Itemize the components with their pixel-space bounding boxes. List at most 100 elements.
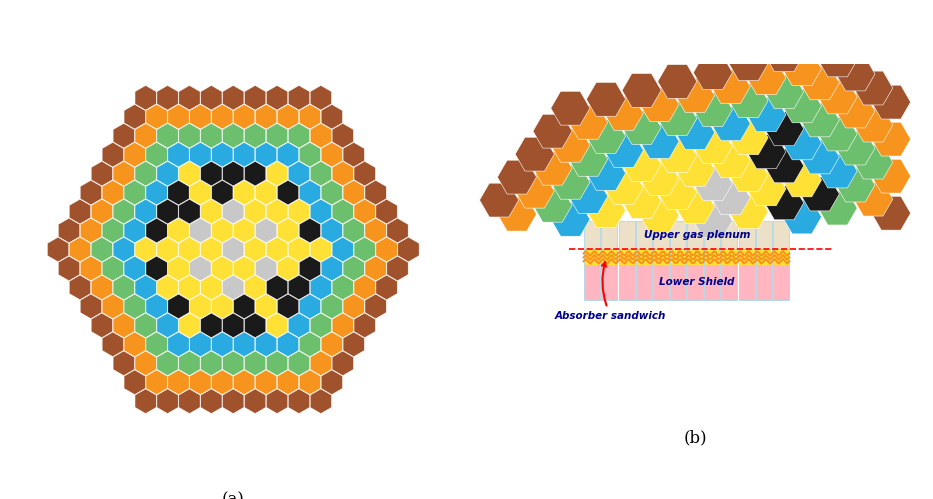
Polygon shape <box>675 190 715 224</box>
Polygon shape <box>533 188 572 222</box>
Polygon shape <box>256 104 277 129</box>
Polygon shape <box>135 199 156 224</box>
Polygon shape <box>801 66 840 100</box>
Polygon shape <box>783 126 822 160</box>
Polygon shape <box>640 87 679 121</box>
Polygon shape <box>299 218 321 243</box>
Polygon shape <box>658 176 697 210</box>
Polygon shape <box>189 294 211 319</box>
Polygon shape <box>267 275 287 300</box>
Text: Absorber sandwich: Absorber sandwich <box>555 262 666 321</box>
Polygon shape <box>658 139 697 173</box>
Polygon shape <box>168 218 189 243</box>
Polygon shape <box>321 370 342 395</box>
Polygon shape <box>783 89 822 123</box>
Polygon shape <box>244 275 266 300</box>
Polygon shape <box>288 389 310 414</box>
Polygon shape <box>801 140 840 174</box>
Polygon shape <box>332 351 354 376</box>
Polygon shape <box>854 182 893 216</box>
Text: Lower Shield: Lower Shield <box>659 277 734 287</box>
Polygon shape <box>343 142 364 167</box>
Polygon shape <box>587 119 625 153</box>
Polygon shape <box>146 104 167 129</box>
Bar <box>687 265 703 299</box>
Polygon shape <box>146 256 167 281</box>
Polygon shape <box>223 199 244 224</box>
Polygon shape <box>124 180 146 205</box>
Polygon shape <box>343 256 364 281</box>
Bar <box>721 250 737 265</box>
Polygon shape <box>288 351 310 376</box>
Polygon shape <box>818 117 857 151</box>
Polygon shape <box>157 351 178 376</box>
Polygon shape <box>124 370 146 395</box>
Polygon shape <box>80 218 102 243</box>
Polygon shape <box>256 294 277 319</box>
Polygon shape <box>189 180 211 205</box>
Polygon shape <box>189 256 211 281</box>
Polygon shape <box>212 142 233 167</box>
Polygon shape <box>387 256 408 281</box>
Polygon shape <box>179 275 200 300</box>
Polygon shape <box>568 142 607 176</box>
Polygon shape <box>533 151 572 185</box>
Polygon shape <box>233 370 255 395</box>
Polygon shape <box>568 105 607 139</box>
Polygon shape <box>321 104 342 129</box>
Bar <box>635 265 651 299</box>
Bar <box>756 265 772 299</box>
Polygon shape <box>332 313 354 338</box>
Polygon shape <box>746 98 786 132</box>
Polygon shape <box>765 112 803 146</box>
Polygon shape <box>765 186 803 220</box>
Polygon shape <box>233 142 255 167</box>
Bar <box>687 250 703 265</box>
Polygon shape <box>189 370 211 395</box>
Polygon shape <box>113 237 134 262</box>
Polygon shape <box>48 237 69 262</box>
Polygon shape <box>179 85 200 110</box>
Polygon shape <box>146 294 167 319</box>
Bar <box>670 265 686 299</box>
Polygon shape <box>179 313 200 338</box>
Polygon shape <box>321 142 342 167</box>
Polygon shape <box>354 237 375 262</box>
Polygon shape <box>80 180 102 205</box>
Polygon shape <box>693 56 732 89</box>
Polygon shape <box>91 199 113 224</box>
Polygon shape <box>277 256 299 281</box>
Polygon shape <box>332 237 354 262</box>
Polygon shape <box>622 185 661 219</box>
Polygon shape <box>550 91 590 125</box>
Polygon shape <box>212 218 233 243</box>
Polygon shape <box>157 85 178 110</box>
Polygon shape <box>201 85 222 110</box>
Polygon shape <box>801 29 840 63</box>
Polygon shape <box>729 47 768 81</box>
Polygon shape <box>311 85 331 110</box>
Polygon shape <box>146 332 167 357</box>
Polygon shape <box>103 218 123 243</box>
Polygon shape <box>168 332 189 357</box>
Bar <box>635 250 651 265</box>
Polygon shape <box>168 294 189 319</box>
Polygon shape <box>299 256 321 281</box>
Polygon shape <box>277 142 299 167</box>
Polygon shape <box>321 218 342 243</box>
Polygon shape <box>146 370 167 395</box>
Polygon shape <box>91 237 113 262</box>
Polygon shape <box>135 351 156 376</box>
Polygon shape <box>288 123 310 148</box>
Polygon shape <box>189 142 211 167</box>
Polygon shape <box>157 161 178 186</box>
Polygon shape <box>146 218 167 243</box>
Polygon shape <box>729 158 768 192</box>
Polygon shape <box>871 159 911 193</box>
Polygon shape <box>387 218 408 243</box>
Polygon shape <box>179 161 200 186</box>
Polygon shape <box>223 161 244 186</box>
Polygon shape <box>233 256 255 281</box>
Polygon shape <box>332 161 354 186</box>
Polygon shape <box>354 199 375 224</box>
